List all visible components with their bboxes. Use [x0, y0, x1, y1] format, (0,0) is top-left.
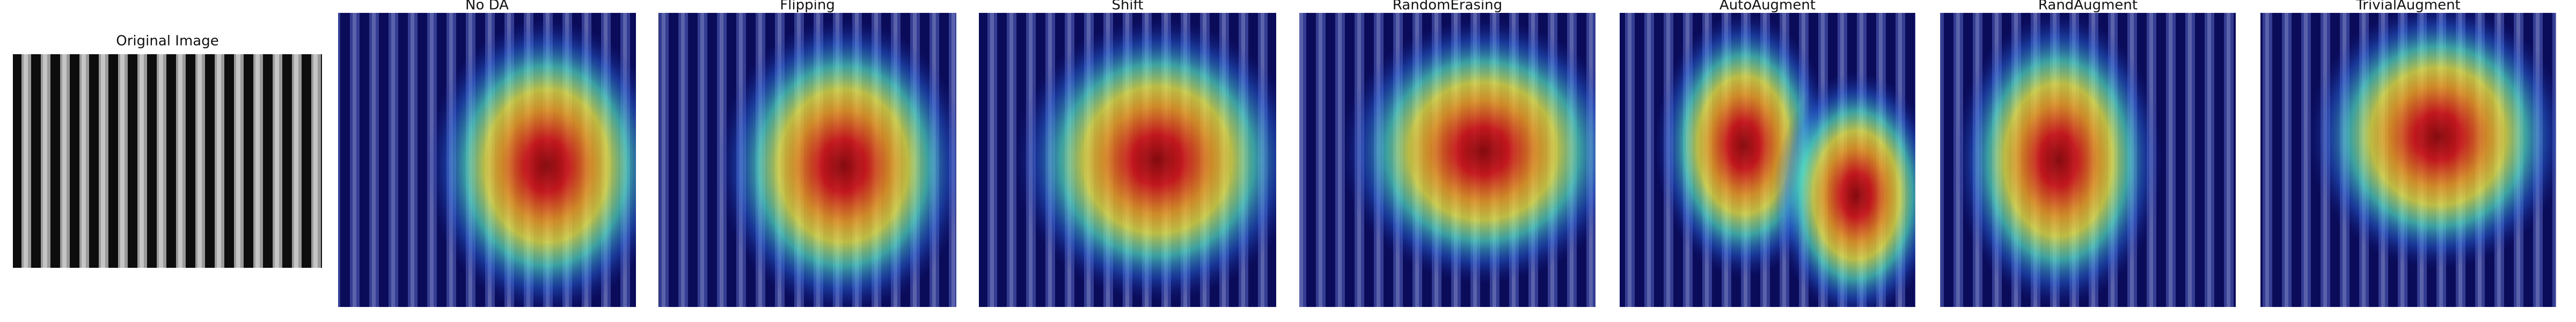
panel-title: RandAugment: [2038, 0, 2138, 13]
heat-blob: [1341, 19, 1596, 284]
heatmap-panel: No DA: [338, 0, 636, 307]
panel-title: Shift: [1111, 0, 1143, 13]
heat-blob: [1014, 19, 1276, 301]
panel-title: RandomErasing: [1393, 0, 1502, 13]
heatmap-panel: AutoAugment: [1620, 0, 1915, 307]
panel-image: [658, 13, 956, 307]
heat-blob: [2308, 13, 2556, 269]
panel-title: TrivialAugment: [2355, 0, 2461, 13]
panel-image: [1940, 13, 2236, 307]
panel-title: No DA: [465, 0, 509, 13]
heat-blob: [718, 19, 956, 307]
panel-image: [2260, 13, 2556, 307]
panel-image: [1620, 13, 1915, 307]
panel-image: [1299, 13, 1596, 307]
heat-blob: [1955, 13, 2162, 307]
stripes: [13, 54, 322, 268]
panel-image: [338, 13, 636, 307]
heatmap-panel: Flipping: [658, 0, 956, 307]
heat-blob: [427, 19, 636, 307]
original-image-panel: Original Image: [13, 33, 322, 268]
panel-image: [13, 54, 322, 268]
panel-title: Flipping: [780, 0, 835, 13]
heatmap-panel: RandomErasing: [1299, 0, 1596, 307]
heat-blob: [1773, 71, 1915, 307]
heatmap-panel: TrivialAugment: [2260, 0, 2556, 307]
panel-image: [979, 13, 1276, 307]
heatmap-panel: Shift: [979, 0, 1276, 307]
panel-title: AutoAugment: [1719, 0, 1816, 13]
heatmap-panel: RandAugment: [1940, 0, 2236, 307]
panel-title: Original Image: [116, 33, 218, 49]
